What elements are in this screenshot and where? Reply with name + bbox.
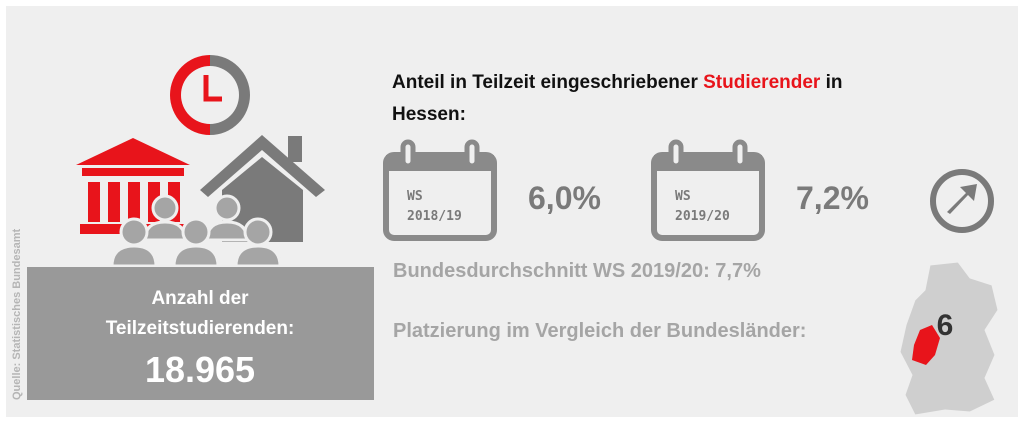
semester-value: 7,2% bbox=[796, 180, 869, 216]
ranking-value: 6 bbox=[937, 309, 954, 342]
ranking-label: Platzierung im Vergleich der Bundeslände… bbox=[393, 320, 806, 342]
people-icon bbox=[110, 194, 282, 268]
semester-year: 2019/20 bbox=[675, 209, 730, 224]
semester-year: 2018/19 bbox=[407, 209, 462, 224]
source: Quelle: Statistisches Bundesamt bbox=[11, 229, 23, 400]
germany-map bbox=[899, 261, 999, 416]
house-icon bbox=[200, 135, 325, 242]
semester-value: 6,0% bbox=[528, 180, 601, 216]
title-part: in bbox=[820, 72, 842, 93]
calendar-ring bbox=[400, 139, 416, 169]
title-part: Anteil in Teilzeit eingeschriebener bbox=[392, 72, 703, 93]
count-label: Anzahl der bbox=[151, 288, 249, 309]
calendar-ring bbox=[732, 139, 748, 169]
clock-icon bbox=[170, 55, 250, 135]
title-highlight: Studierender bbox=[703, 72, 821, 93]
count-box bbox=[27, 267, 374, 400]
count-value: 18.965 bbox=[145, 349, 255, 390]
title: Anteil in Teilzeit eingeschriebener Stud… bbox=[392, 72, 843, 93]
next-button[interactable] bbox=[930, 169, 994, 233]
title: Hessen: bbox=[392, 104, 466, 125]
semester-label: WS bbox=[675, 189, 691, 204]
calendar-ring bbox=[668, 139, 684, 169]
count-label: Teilzeitstudierenden: bbox=[106, 318, 295, 339]
semester-label: WS bbox=[407, 189, 423, 204]
average: Bundesdurchschnitt WS 2019/20: 7,7% bbox=[393, 260, 761, 282]
calendar-ring bbox=[464, 139, 480, 169]
